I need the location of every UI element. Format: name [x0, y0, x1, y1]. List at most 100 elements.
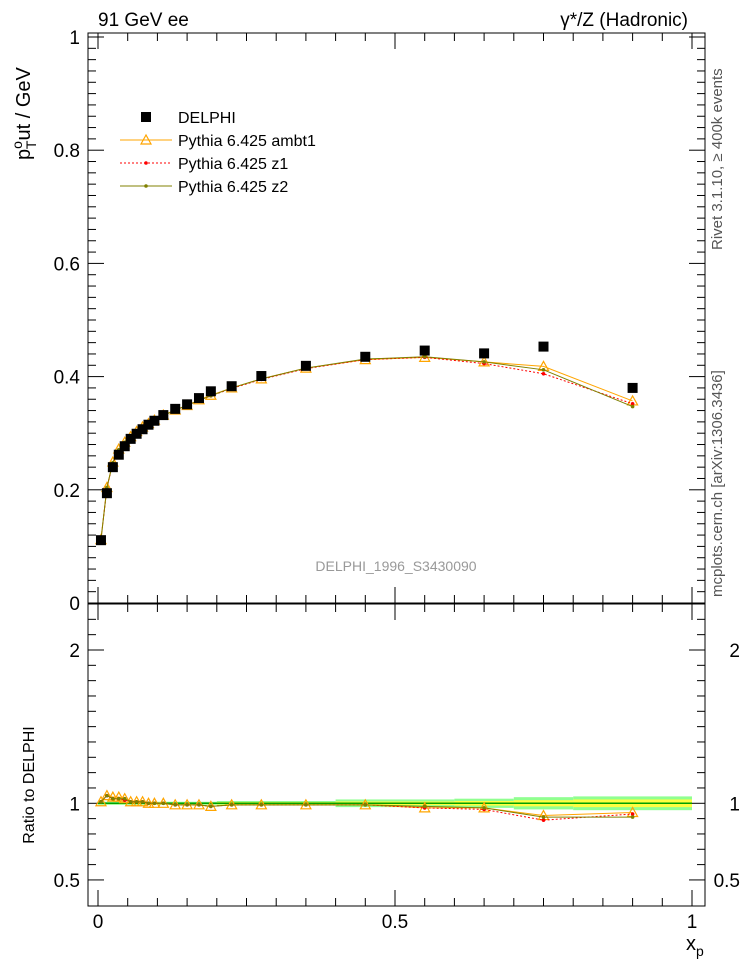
ratio-series-1-point [94, 795, 107, 807]
ratio-series-3-point [134, 799, 139, 804]
ratio-series-3-point [630, 815, 635, 819]
ratio-series-3-point [122, 796, 127, 801]
ratio-series [94, 789, 639, 822]
delphi-data-point [256, 371, 267, 382]
delphi-data-point [226, 381, 237, 392]
mc-series-2-point [630, 401, 635, 406]
main-axis-ticks: 0 0.2 0.4 0.6 0.8 1 [54, 28, 705, 615]
delphi-data-point [479, 348, 490, 359]
y-tick-label: 0 [69, 594, 80, 615]
ratio-series-3-point [173, 803, 178, 807]
ratio-series-1-point [112, 790, 125, 802]
ratio-series-2-point [630, 812, 635, 816]
ratio-series-3-point [116, 796, 121, 801]
ratio-series-3-point [146, 801, 151, 806]
ratio-series-3-point [185, 803, 189, 807]
mc-series-3-point [422, 354, 427, 359]
legend-marker [144, 161, 148, 165]
ratio-series-3-point [229, 803, 234, 807]
delphi-data-point [193, 393, 204, 404]
ratio-series-3-point [152, 801, 157, 806]
mc-series-2-point [541, 371, 546, 376]
ratio-plot-frame [87, 603, 706, 907]
mc-series-3-point [482, 360, 486, 364]
ratio-y-axis-label: Ratio to DELPHI [21, 726, 38, 843]
delphi-data-point [131, 428, 142, 439]
ratio-series-2-line [100, 795, 633, 821]
legend-label: Pythia 6.425 z1 [178, 156, 288, 173]
main-series [94, 341, 639, 546]
delphi-data-point [205, 386, 216, 397]
legend: DELPHI Pythia 6.425 ambt1 Pythia 6.425 z1 P… [120, 110, 316, 196]
ratio-y-tick-label: 0.5 [54, 871, 80, 892]
x-axis-label: xp [686, 933, 704, 959]
delphi-data-point [113, 449, 124, 460]
delphi-data-point [182, 399, 193, 410]
header-left-title: 91 GeV ee [98, 10, 189, 31]
delphi-data-point [119, 441, 130, 452]
ratio-axis-ticks: 0.5 0.5 1 1 2 2 0 0.5 1 [54, 604, 740, 933]
ratio-series-3-point [363, 803, 368, 807]
y-tick-label: 0.6 [54, 254, 80, 275]
side-text-top: Rivet 3.1.10, ≥ 400k events [709, 68, 726, 250]
x-tick-label: 0.5 [382, 912, 408, 933]
legend-label: Pythia 6.425 z2 [178, 179, 288, 196]
ratio-series-3-point [105, 793, 109, 798]
delphi-data-point [627, 382, 638, 393]
y-tick-label: 0.2 [54, 481, 80, 502]
legend-marker [141, 112, 151, 122]
delphi-data-point [107, 462, 118, 473]
ratio-y-tick-label: 1 [69, 794, 80, 815]
ratio-series-3-point [140, 799, 145, 804]
x-tick-label: 0 [93, 912, 104, 933]
mc-series-3-point [630, 404, 635, 409]
ratio-series-1-point [106, 790, 119, 802]
side-text-bottom: mcplots.cern.ch [arXiv:1306.3436] [709, 370, 726, 597]
ratio-series-3-point [541, 815, 546, 819]
ratio-series-3-point [304, 803, 308, 807]
ratio-series-3-point [197, 803, 201, 807]
header-right-title: γ*/Z (Hadronic) [560, 10, 688, 31]
y-tick-label: 0.4 [54, 368, 81, 389]
legend-marker [139, 133, 153, 145]
delphi-data-point [300, 360, 311, 371]
delphi-data-point [95, 535, 106, 546]
main-y-axis-label: poTut / GeV [9, 66, 39, 160]
mc-series-2-line [100, 356, 633, 540]
delphi-data-point [419, 345, 430, 356]
delphi-data-point [538, 341, 549, 352]
mc-series-1-line [100, 356, 633, 540]
legend-marker [144, 184, 148, 188]
delphi-data-point [143, 419, 154, 430]
legend-label: DELPHI [178, 110, 236, 127]
ratio-y-tick-label-right: 2 [729, 641, 740, 662]
y-tick-label: 1 [69, 28, 80, 49]
delphi-data-point [125, 433, 136, 444]
analysis-watermark: DELPHI_1996_S3430090 [315, 558, 476, 574]
ratio-y-tick-label-right: 0.5 [714, 871, 740, 892]
ratio-series-3-point [111, 796, 115, 801]
x-tick-label: 1 [687, 912, 698, 933]
ratio-series-3-point [161, 801, 166, 806]
ratio-series-3-point [482, 806, 486, 810]
ratio-series-1-point [100, 789, 113, 801]
mc-series-3-point [541, 368, 546, 372]
ratio-series-3-point [259, 803, 264, 807]
ratio-series-3-point [128, 799, 133, 804]
ratio-y-tick-label: 2 [69, 641, 80, 662]
delphi-data-point [360, 351, 371, 362]
delphi-data-point [149, 415, 160, 426]
ratio-series-3-point [422, 804, 427, 809]
delphi-data-point [137, 424, 148, 435]
main-plot-frame [87, 32, 706, 604]
ratio-series-3-point [99, 799, 103, 804]
legend-label: Pythia 6.425 ambt1 [178, 133, 316, 150]
ratio-series-2-point [541, 818, 546, 822]
ratio-series-3-point [209, 804, 213, 809]
delphi-data-point [158, 410, 169, 421]
y-tick-label: 0.8 [54, 141, 80, 162]
delphi-data-point [170, 403, 181, 414]
mc-series-3-line [100, 356, 633, 540]
delphi-data-point [101, 488, 112, 499]
